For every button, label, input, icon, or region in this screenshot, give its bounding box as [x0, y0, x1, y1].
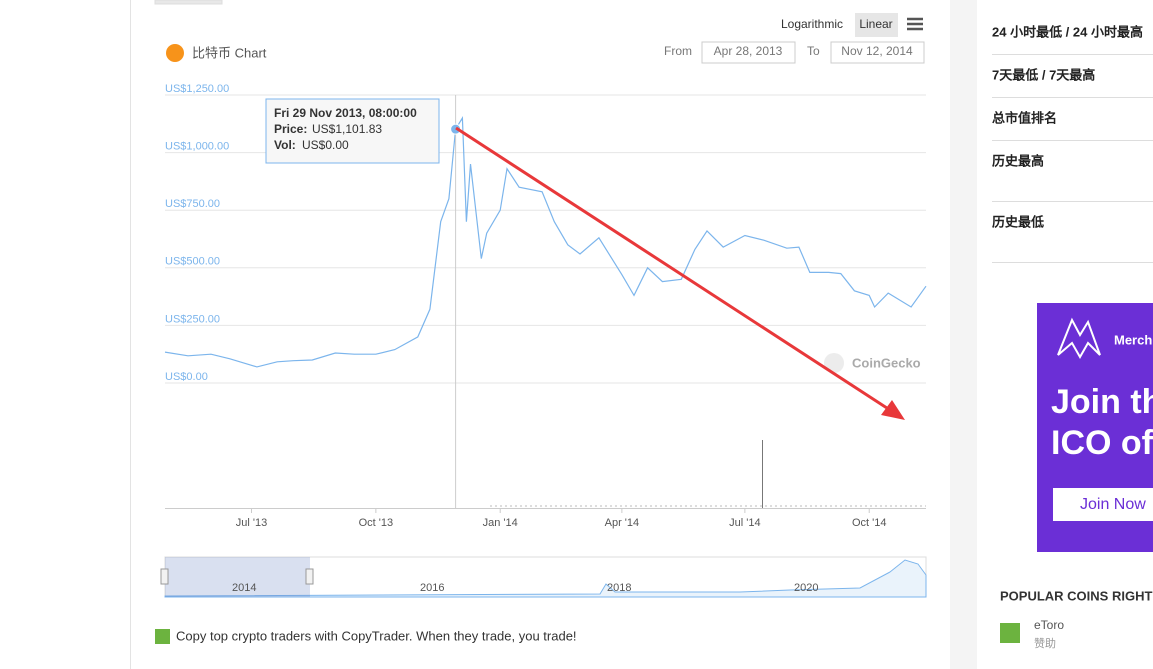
ad-brand: Merch: [1114, 332, 1152, 347]
sponsor-name[interactable]: eToro: [1034, 618, 1064, 632]
x-tick-label: Jan '14: [483, 517, 518, 529]
red-arrow-head: [881, 400, 905, 420]
linear-button-bg[interactable]: [855, 13, 898, 37]
y-tick-label: US$0.00: [165, 371, 208, 383]
navigator-label: 2014: [232, 582, 256, 594]
y-tick-label: US$1,000.00: [165, 141, 229, 153]
tooltip-price-label: Price:: [274, 122, 307, 136]
x-tick-label: Jul '13: [236, 517, 267, 529]
gutter: [950, 0, 977, 669]
sponsor-tag: 赞助: [1034, 636, 1056, 650]
x-tick-label: Apr '14: [605, 517, 640, 529]
plot: US$0.00 US$250.00 US$500.00 US$750.00 US$1,0…: [164, 83, 927, 529]
top-tabs[interactable]: [154, 0, 223, 5]
navigator-handle[interactable]: [305, 568, 314, 585]
stat-label: 总市值排名: [992, 110, 1057, 125]
tooltip-date: Fri 29 Nov 2013, 08:00:00: [274, 106, 417, 120]
from-label: From: [664, 44, 692, 58]
ad-button[interactable]: [1053, 488, 1153, 521]
to-date[interactable]: Nov 12, 2014: [841, 44, 913, 58]
menu-icon[interactable]: [907, 17, 923, 31]
chart-title: 比特币 Chart: [192, 45, 267, 60]
price-line: [164, 115, 927, 368]
tooltip-box: [265, 98, 440, 164]
y-tick-label: US$250.00: [165, 313, 220, 325]
sidebar: 24 小时最低 / 24 小时最高 7天最低 / 7天最高总市值排名历史最高历史最…: [992, 24, 1153, 263]
popular-heading: POPULAR COINS RIGHT N: [1000, 588, 1153, 603]
x-tick-label: Oct '13: [359, 517, 394, 529]
stat-label: 历史最低: [992, 214, 1044, 229]
from-date[interactable]: Apr 28, 2013: [714, 44, 783, 58]
linear-button[interactable]: Linear: [859, 17, 892, 31]
y-tick-label: US$500.00: [165, 256, 220, 268]
navigator-series: [164, 559, 927, 598]
x-tick-label: Oct '14: [852, 517, 887, 529]
log-button[interactable]: Logarithmic: [781, 17, 843, 31]
tooltip: Fri 29 Nov 2013, 08:00:00 Price: US$1,10…: [265, 98, 440, 164]
navigator-label: 2018: [607, 582, 631, 594]
stat-label: 7天最低 / 7天最高: [992, 67, 1095, 82]
red-arrow: [455, 126, 891, 412]
x-tick-label: Jul '14: [729, 517, 760, 529]
tooltip-price: US$1,101.83: [312, 122, 382, 136]
ad-button-text[interactable]: Join Now: [1080, 496, 1146, 513]
ad-line2: ICO of: [1051, 424, 1153, 462]
y-tick-label: US$1,250.00: [165, 83, 229, 95]
y-tick-label: US$750.00: [165, 198, 220, 210]
navigator-handle[interactable]: [160, 568, 169, 585]
tooltip-vol-label: Vol:: [274, 138, 296, 152]
promo-icon: [155, 629, 170, 644]
navigator-label: 2020: [794, 582, 818, 594]
ad-logo: [1057, 317, 1101, 360]
watermark: CoinGecko: [852, 355, 921, 370]
to-input[interactable]: [830, 41, 925, 64]
navigator-selection[interactable]: [165, 557, 310, 597]
navigator-labels: 2014 2016 2018 2020: [232, 582, 818, 594]
sponsor-icon: [1000, 623, 1020, 643]
ad-line1: Join th: [1051, 383, 1153, 421]
to-label: To: [807, 44, 820, 58]
stat-label: 24 小时最低 / 24 小时最高: [992, 24, 1143, 39]
watermark-logo: [824, 353, 844, 373]
btc-icon: [166, 44, 184, 62]
from-input[interactable]: [701, 41, 796, 64]
promo-text[interactable]: Copy top crypto traders with CopyTrader.…: [176, 628, 577, 643]
stat-label: 历史最高: [992, 153, 1044, 168]
navigator-label: 2016: [420, 582, 444, 594]
tooltip-vol: US$0.00: [302, 138, 349, 152]
